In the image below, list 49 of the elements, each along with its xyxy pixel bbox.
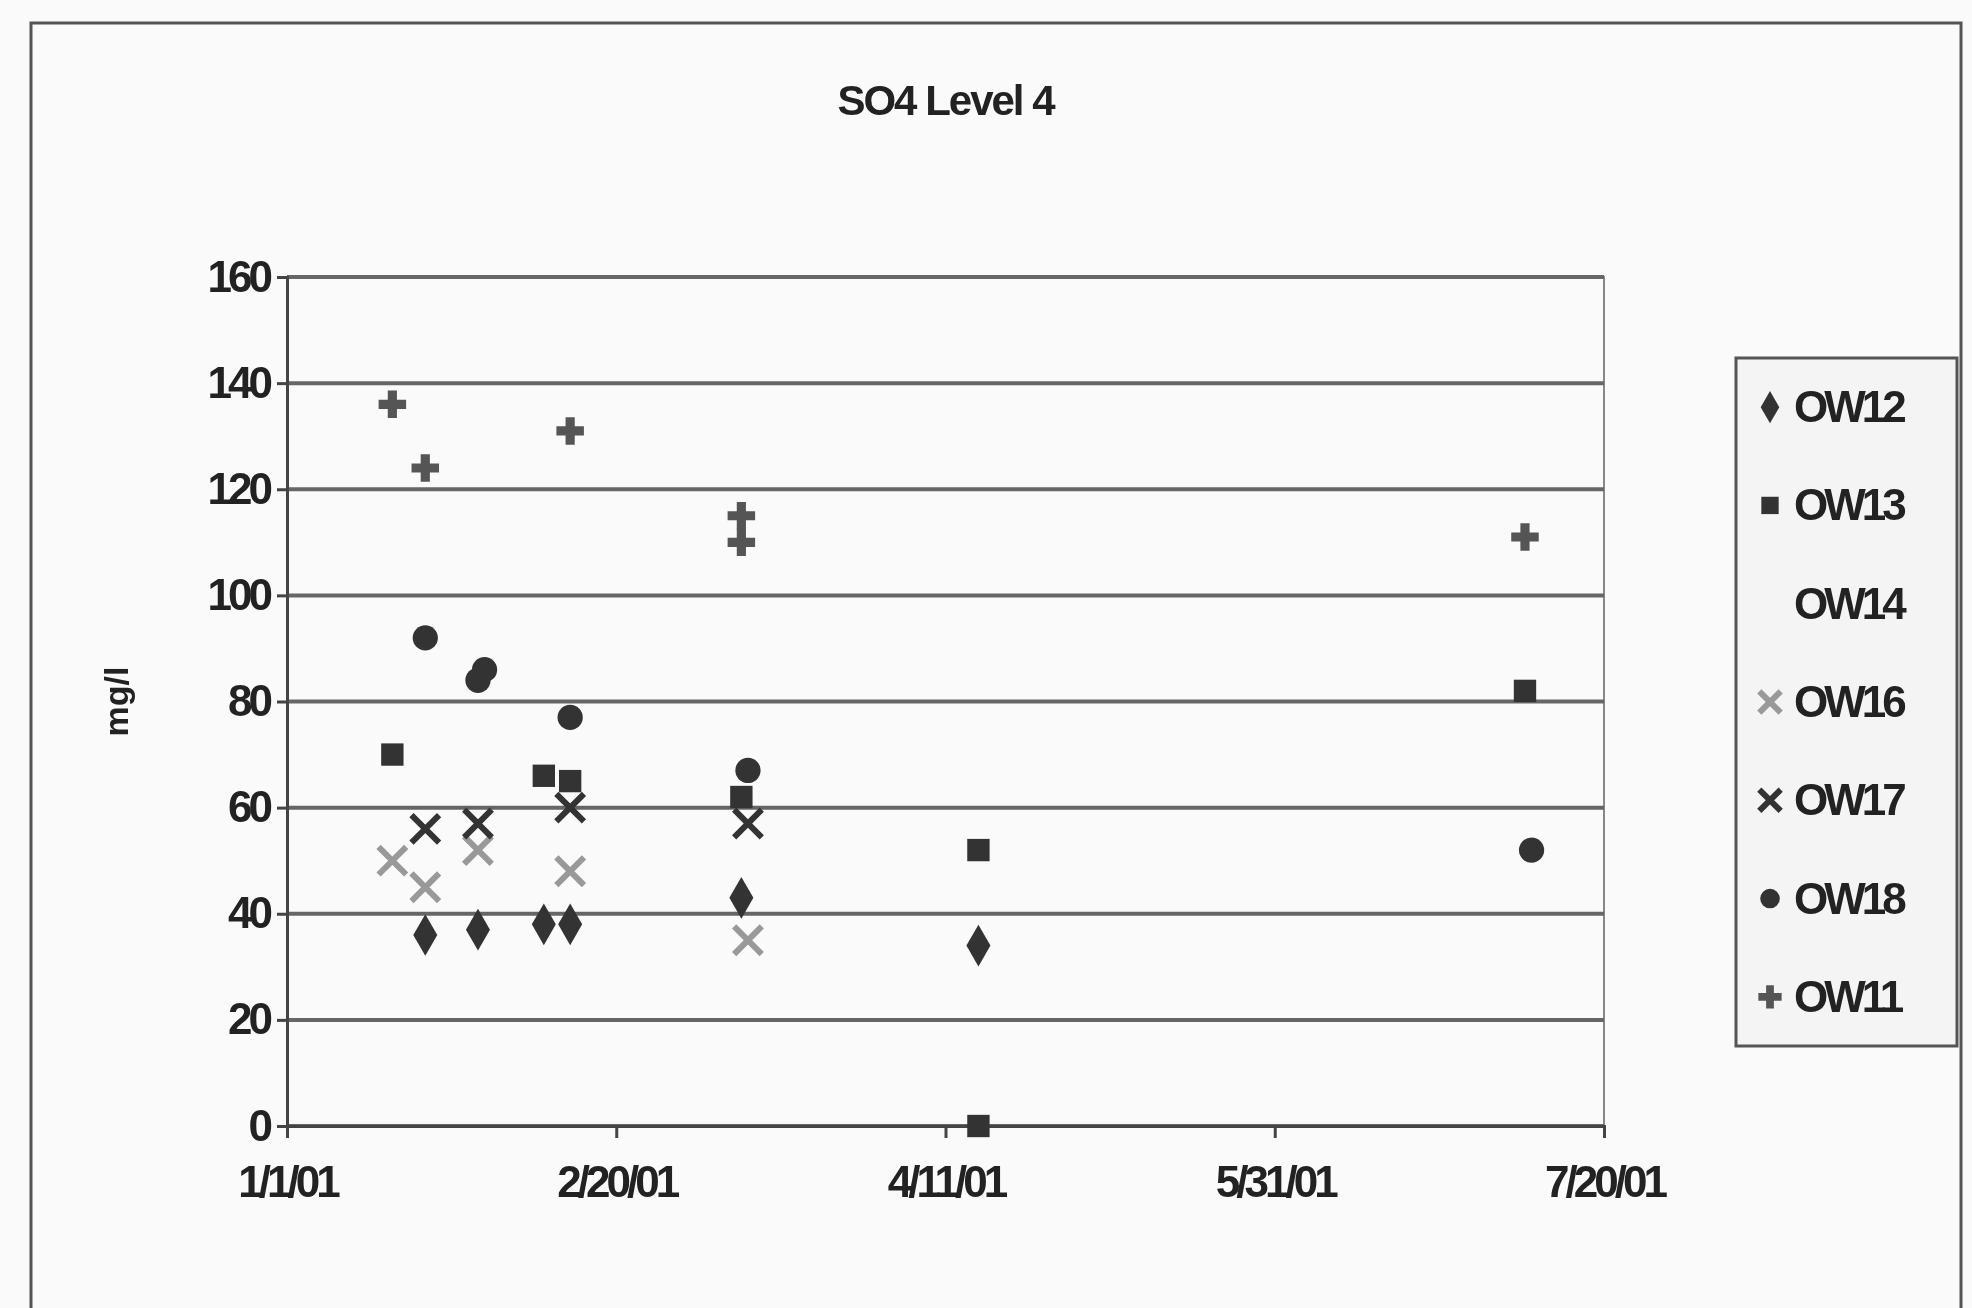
point: [381, 743, 404, 766]
point: [735, 757, 761, 784]
point: [1513, 679, 1537, 703]
point: [731, 923, 765, 958]
point: [967, 838, 990, 862]
y-tick-label: 100: [207, 569, 272, 619]
legend-label: OW14: [1794, 578, 1908, 628]
point: [471, 657, 498, 683]
point: [553, 854, 587, 889]
y-tick-label: 80: [228, 676, 272, 726]
y-tick-label: 60: [228, 782, 272, 832]
point: [532, 764, 555, 787]
legend-label: OW18: [1794, 873, 1907, 923]
point: [375, 843, 410, 878]
chart-title: SO4 Level 4: [837, 77, 1057, 124]
y-axis-title: mg/l: [97, 666, 135, 737]
y-tick-label: 0: [248, 1100, 272, 1150]
point: [557, 704, 583, 731]
legend-label: OW17: [1794, 775, 1906, 825]
point: [1511, 523, 1539, 551]
legend-label: OW13: [1794, 480, 1906, 530]
legend-label: OW11: [1794, 971, 1904, 1021]
point: [730, 785, 753, 809]
point: [408, 870, 443, 905]
y-tick-label: 120: [207, 463, 272, 513]
legend-label: OW16: [1794, 677, 1906, 726]
point: [727, 502, 756, 530]
point: [1518, 837, 1545, 863]
legend-label: OW12: [1794, 382, 1906, 432]
point: [967, 1114, 990, 1138]
y-tick-label: 40: [228, 888, 272, 938]
x-tick-label: 7/20/01: [1545, 1157, 1668, 1207]
point: [378, 390, 407, 419]
point: [553, 790, 587, 825]
x-tick-label: 1/1/01: [238, 1157, 341, 1207]
point: [731, 806, 765, 841]
point: [558, 769, 582, 793]
point: [408, 812, 443, 846]
point: [411, 454, 440, 482]
point: [727, 528, 756, 557]
y-tick-label: 160: [207, 251, 272, 301]
point: [412, 625, 438, 651]
x-tick-label: 2/20/01: [557, 1157, 680, 1207]
point: [556, 417, 584, 445]
x-tick-label: 4/11/01: [887, 1157, 1008, 1207]
point: [461, 806, 495, 841]
x-tick-label: 5/31/01: [1215, 1157, 1339, 1207]
y-tick-label: 20: [228, 994, 272, 1044]
y-tick-label: 140: [207, 357, 272, 407]
